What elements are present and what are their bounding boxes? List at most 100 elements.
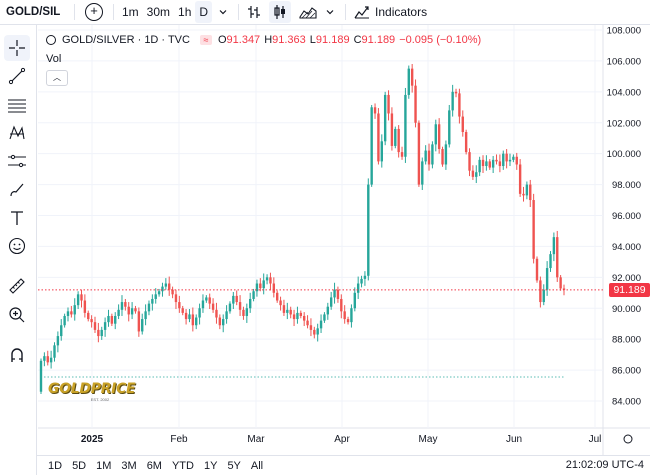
interval-d[interactable]: D [195, 1, 213, 23]
drawing-toolbar [0, 25, 37, 475]
text-tool[interactable] [4, 205, 30, 231]
range-3m[interactable]: 3M [121, 460, 137, 472]
candle-body [464, 132, 468, 153]
candle-body [232, 295, 235, 304]
candle-body [353, 292, 356, 309]
candle-body [56, 336, 60, 346]
interval-30m[interactable]: 30m [146, 5, 171, 19]
candle-body [437, 124, 441, 150]
close-label: C [353, 34, 362, 46]
volume-label[interactable]: Vol [46, 53, 62, 65]
candle-body [228, 303, 232, 312]
candle-body [481, 159, 485, 167]
candle-body [225, 311, 228, 320]
fib-tool[interactable] [4, 92, 30, 118]
magnet-tool[interactable] [4, 342, 30, 368]
candle-body [141, 319, 144, 332]
indicators-button[interactable]: Indicators [350, 1, 431, 23]
interval-1h[interactable]: 1h [178, 5, 192, 19]
forecast-tool[interactable] [4, 148, 30, 174]
candle-body [211, 303, 215, 310]
bottom-toolbar: 1D 5D 1M 3M 6M YTD 1Y 5Y All 21:02:09 UT… [37, 455, 650, 476]
crosshair-tool[interactable] [4, 35, 30, 61]
chart-type-dropdown-button[interactable] [319, 1, 341, 23]
candle-body [427, 150, 431, 165]
candle-body [498, 161, 502, 167]
candle-body [205, 297, 208, 301]
candle-body [39, 360, 43, 392]
y-tick-label: 104.000 [607, 87, 641, 98]
candle-body [539, 280, 542, 303]
candle-body [215, 309, 218, 318]
candles-style-button[interactable] [269, 1, 292, 23]
pattern-icon [9, 125, 25, 140]
candle-body [275, 292, 279, 301]
goldprice-logo: GOLDPRICE EST. 2002 [48, 381, 152, 402]
range-ytd[interactable]: YTD [171, 460, 194, 472]
candle-body [46, 356, 49, 363]
zoom-in-icon [9, 307, 25, 323]
trend-line-tool[interactable] [4, 63, 30, 89]
candle-body [171, 289, 174, 295]
y-tick-label: 88.000 [612, 335, 641, 346]
high-value: 91.363 [272, 34, 306, 46]
ruler-tool[interactable] [4, 273, 30, 299]
candle-body [319, 320, 323, 329]
candle-body [292, 314, 296, 320]
divider [113, 4, 114, 20]
candle-body [461, 116, 464, 133]
area-style-button[interactable] [297, 1, 319, 23]
compare-add-button[interactable]: + [79, 1, 109, 23]
x-tick-label: May [419, 434, 438, 445]
candle-body [302, 315, 306, 321]
candle-body [289, 309, 292, 315]
range-5d[interactable]: 5D [72, 460, 87, 472]
candle-body [475, 172, 478, 177]
candle-body [377, 113, 380, 162]
flag-icon[interactable]: ≈ [199, 35, 212, 45]
candle-body [552, 237, 556, 255]
zoom-in-tool[interactable] [4, 302, 30, 328]
fib-icon [8, 99, 26, 113]
interval-dropdown-button[interactable] [212, 1, 234, 23]
candle-body [441, 149, 444, 165]
candle-body [380, 141, 383, 162]
range-1m[interactable]: 1M [96, 460, 112, 472]
interval-1m[interactable]: 1m [122, 5, 139, 19]
candle-body [198, 308, 201, 318]
candle-body [137, 311, 141, 332]
candle-body [556, 237, 559, 278]
clock[interactable]: 21:02:09 UTC-4 [565, 459, 644, 471]
candle-body [502, 153, 505, 167]
emoji-tool[interactable] [4, 233, 30, 259]
candle-body [110, 315, 114, 324]
bars-style-button[interactable] [243, 1, 265, 23]
candle-body [495, 159, 498, 162]
range-5y[interactable]: 5Y [227, 460, 241, 472]
candle-body [404, 94, 407, 157]
pattern-tool[interactable] [4, 120, 30, 146]
candle-body [272, 283, 276, 293]
candle-body [306, 320, 309, 326]
candle-body [542, 289, 545, 303]
brush-tool[interactable] [4, 177, 30, 203]
candle-body [208, 297, 211, 304]
candle-body [421, 161, 424, 185]
candle-body [451, 91, 454, 111]
candle-body [70, 311, 73, 315]
candle-body [147, 303, 151, 312]
range-6m[interactable]: 6M [146, 460, 162, 472]
candle-body [454, 91, 458, 94]
symbol-search-button[interactable]: GOLD/SIL [6, 6, 61, 18]
range-1y[interactable]: 1Y [203, 460, 218, 472]
candle-body [120, 302, 124, 310]
text-icon [11, 211, 23, 225]
range-all[interactable]: All [250, 460, 264, 472]
range-1d[interactable]: 1D [48, 460, 63, 472]
collapse-legend-button[interactable]: ︿ [46, 70, 68, 86]
candle-body [265, 277, 269, 281]
candle-body [323, 314, 326, 321]
x-tick-label: Feb [170, 434, 188, 445]
y-tick-label: 84.000 [612, 397, 641, 408]
